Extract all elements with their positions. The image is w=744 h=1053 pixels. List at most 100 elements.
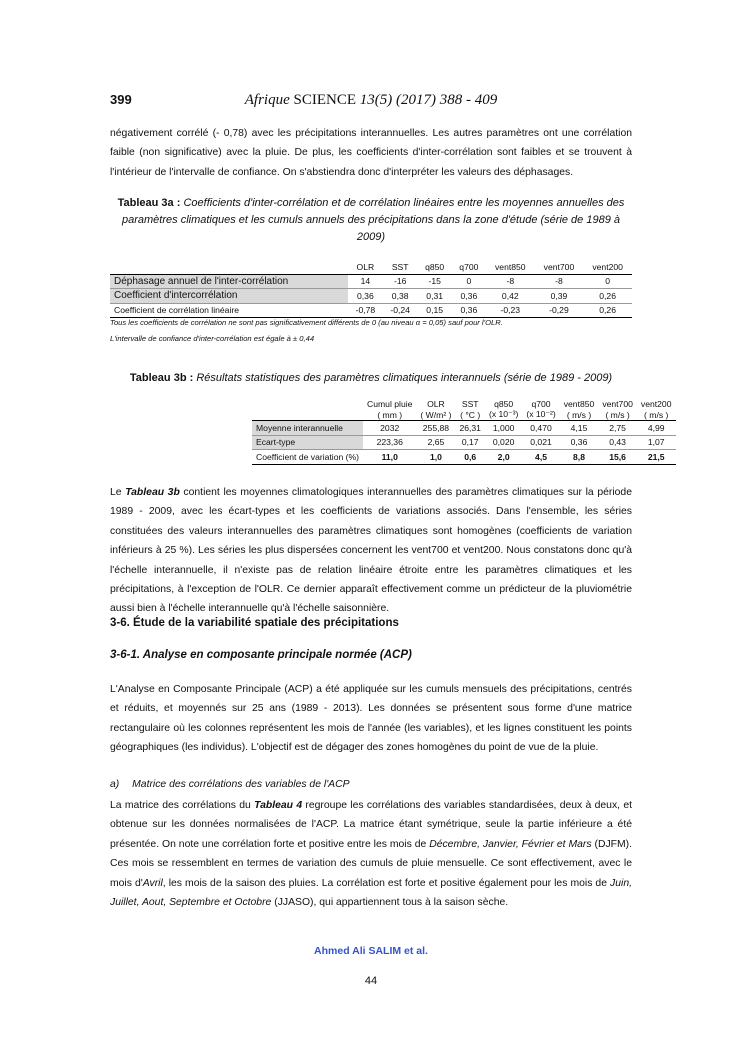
cell: 0,31 [426,290,444,301]
cell: 0,26 [599,290,616,301]
cell: 1,0 [429,451,442,462]
unit-cell: (x 10⁻²) [526,409,556,419]
cell: 0,43 [609,437,626,448]
unit-cell: ( mm ) [377,409,403,420]
cell: 0,26 [599,305,616,316]
cell: 8,8 [573,451,585,462]
text: contient les moyennes climatologiques in… [110,487,632,615]
cell: 0,36 [460,290,478,301]
caption-label: Tableau 3a : [117,197,181,209]
cell: 0,470 [530,422,552,433]
cell: 0,36 [460,305,478,316]
header-cell [252,398,363,421]
cell: 4,5 [535,451,547,462]
table-caption: Tableau 3b : Résultats statistiques des … [110,370,632,387]
cell: 0,38 [391,290,409,301]
text: La matrice des corrélations du [110,800,255,811]
journal-name: Afrique [244,92,290,108]
header-cell [110,260,348,274]
cell: -0,24 [390,305,410,316]
journal-issue: 13(5) (2017) 388 - 409 [359,92,498,108]
unit-row: ( mm ) ( W/m² ) ( °C ) (x 10⁻³) (x 10⁻²) ( m/… [252,409,676,421]
paragraph: négativement corrélé (- 0,78) avec les p… [110,128,632,178]
cell: 0,39 [550,290,568,301]
text: Le [110,487,126,498]
header-cell: vent850 [563,398,595,409]
table-ref: Tableau 4 [254,800,303,811]
running-header: 399 Afrique SCIENCE 13(5) (2017) 388 - 4… [110,92,632,112]
emphasis: Juin, Juillet, Aout, Septembre et Octobr… [110,877,632,909]
emphasis: Avril [142,877,163,889]
cell: 2,65 [427,437,445,448]
table-row: Déphasage annuel de l'inter-corrélation 1… [110,274,632,289]
header-cell: vent850 [495,261,526,272]
header-cell: SST [461,398,479,409]
header-cell: q700 [459,261,479,272]
paragraph: Le Tableau 3b contient les moyennes clim… [110,483,632,619]
section-heading: 3-6. Étude de la variabilité spatiale de… [110,617,399,629]
subsection-heading: 3-6-1. Analyse en composante principale … [110,649,412,661]
cell: 0,42 [501,290,519,301]
cell: 255,88 [422,422,450,433]
cell: 14 [360,276,371,287]
table-row: Coefficient d'intercorrélation 0,36 0,38 0,… [110,288,632,303]
cell: -8 [555,276,563,287]
journal-science: SCIENCE [293,92,357,108]
header-cell: Cumul pluie [367,398,413,409]
cell: 223,36 [376,437,403,448]
table-row: Coefficient de corrélation linéaire -0,78… [110,303,632,318]
unit-cell: (x 10⁻³) [488,409,519,419]
cell: 15,6 [609,451,626,462]
text: regroupe les corrélations des variables … [110,800,633,850]
row-label: Coefficient de corrélation linéaire [114,305,239,316]
table-3a: OLR SST q850 q700 vent850 vent700 vent200 Dépha… [110,260,632,318]
table-ref: Tableau 3b [125,487,180,498]
caption-title: Résultats statistiques des paramètres cl… [196,372,613,384]
item-text: Matrice des corrélations des variables d… [132,779,350,790]
cell: 2,75 [609,422,626,433]
cell: 21,5 [647,451,665,462]
table-caption: Tableau 3a : Coefficients d'inter-corrél… [110,195,632,246]
cell: -8 [506,276,515,287]
item-marker: a) [110,779,120,790]
paragraph: L'Analyse en Composante Principale (ACP)… [110,684,632,754]
table-row: Ecart-type 223,36 2,65 0,17 0,020 0,021 0,36 0,… [252,435,676,450]
cell: 4,99 [647,422,665,433]
cell: 0,36 [357,290,374,301]
cell: 1,07 [647,437,665,448]
cell: -0,23 [500,305,521,316]
table-notes: Tous les coefficients de corrélation ne … [110,315,632,347]
unit-cell: ( m/s ) [566,409,592,420]
note: Tous les coefficients de corrélation ne … [110,318,503,327]
cell: 0,15 [426,305,444,316]
cell: 26,31 [459,422,481,433]
cell: 1,000 [492,422,515,433]
cell: -0,29 [549,305,569,316]
cell: 0,17 [461,437,479,448]
row-label: Ecart-type [252,435,364,450]
list-item: a) Matrice des corrélations des variable… [110,779,632,790]
cell: 0 [605,276,611,287]
cell: 0,021 [530,437,552,448]
row-label: Coefficient de variation (%) [256,451,360,462]
header-cell: OLR [356,261,375,272]
paragraph: La matrice des corrélations du Tableau 4… [110,796,632,912]
unit-cell: ( W/m² ) [420,409,452,420]
cell: 0,020 [492,437,515,448]
header-cell: vent200 [640,398,672,409]
table-3b: Cumul pluie OLR SST q850 q700 vent850 vent700 v… [252,398,676,465]
cell: 2032 [380,422,400,433]
header-cell: q850 [425,261,445,272]
header-cell: vent700 [602,398,633,409]
note: L'intervalle de confiance d'inter-corrél… [110,334,315,343]
cell: 0,6 [464,451,477,462]
text: (DJFM). Ces mois se ressemblent en terme… [110,838,632,889]
caption-label: Tableau 3b : [129,372,194,384]
unit-cell: ( m/s ) [644,409,669,420]
table-row: Moyenne interannuelle 2032 255,88 26,31 1,00… [252,420,676,435]
caption-title: Coefficients d'inter-corrélation et de c… [122,197,625,243]
row-label: Moyenne interannuelle [252,420,364,435]
cell: 0,36 [570,437,588,448]
footer-authors: Ahmed Ali SALIM et al. [314,945,428,957]
